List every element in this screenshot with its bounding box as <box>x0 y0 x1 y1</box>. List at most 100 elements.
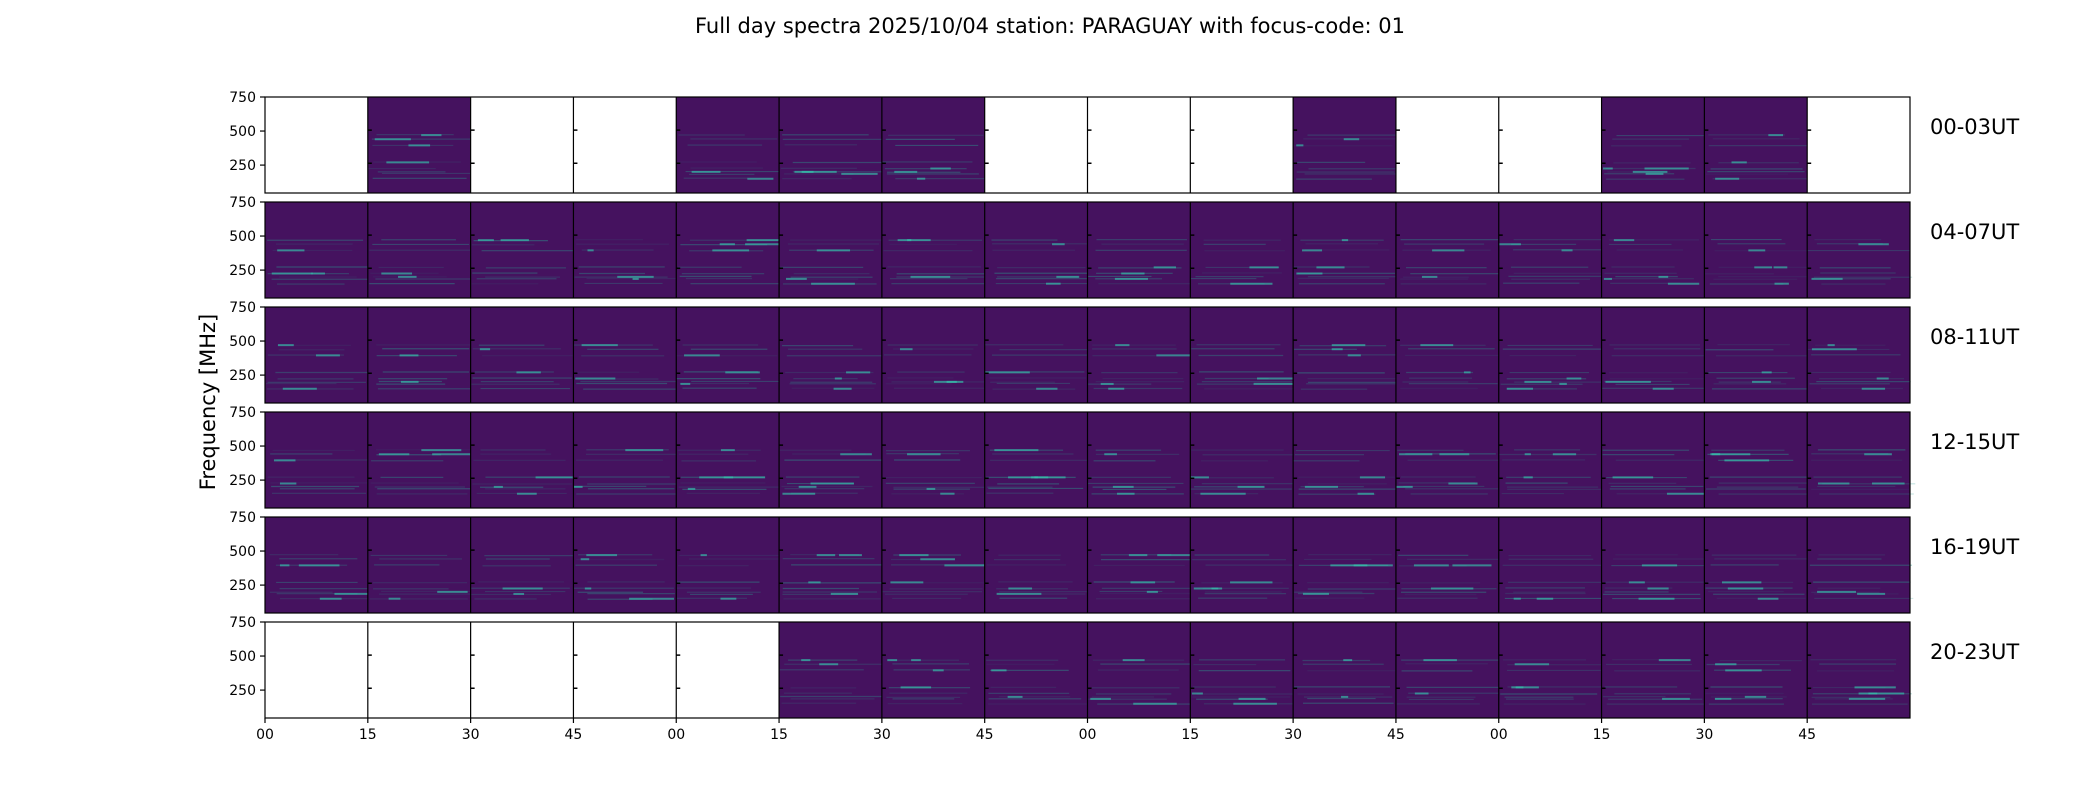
spectrum-cell <box>1189 412 1304 508</box>
row-frame <box>264 411 1911 509</box>
y-tick-label: 250 <box>229 578 256 594</box>
spectrum-cell <box>1600 412 1717 508</box>
y-tick-label: 250 <box>229 263 256 279</box>
spectrum-cell <box>470 517 577 613</box>
empty-block <box>1498 97 1602 193</box>
spectrum-cell <box>675 412 781 508</box>
spectrum-cell <box>1498 307 1605 403</box>
x-tick-label: 45 <box>976 727 994 743</box>
spectrum-cell <box>1600 307 1713 403</box>
row-frame <box>264 201 1911 299</box>
spectrum-cell <box>1086 412 1191 508</box>
row-12-15UT: 750 500 250 12-15UT <box>229 405 2019 509</box>
spectrum-cell <box>1806 412 1916 508</box>
spectrum-block <box>1190 517 1294 613</box>
row-label: 04-07UT <box>1930 220 2019 244</box>
spectrum-cell <box>1498 622 1609 718</box>
spectrum-block <box>984 202 1088 298</box>
spectrum-cell <box>1806 202 1913 298</box>
spectrum-cell <box>470 97 574 193</box>
spectrum-block <box>1498 517 1602 613</box>
row-label: 20-23UT <box>1930 640 2019 664</box>
spectrum-cell <box>1703 517 1813 613</box>
spectrum-cell <box>1806 622 1912 718</box>
spectrum-block <box>1807 412 1910 508</box>
spectrum-cell <box>367 307 476 403</box>
spectrum-cell <box>572 517 677 613</box>
spectrum-cell <box>367 97 479 193</box>
spectrum-cell <box>1189 307 1303 403</box>
spectrum-block <box>881 307 985 403</box>
y-tick-label: 250 <box>229 368 256 384</box>
y-tick-label: 250 <box>229 683 256 699</box>
empty-block <box>1395 97 1499 193</box>
spectrum-cell <box>265 97 368 193</box>
y-tick-label: 250 <box>229 473 256 489</box>
spectrum-block <box>676 97 780 193</box>
spectrum-block <box>470 202 574 298</box>
spectrum-block <box>573 412 677 508</box>
spectrum-block <box>1395 412 1499 508</box>
spectrum-cell <box>265 622 368 718</box>
row-08-11UT: 750 500 250 08-11UT <box>229 300 2019 404</box>
spectrum-block <box>881 97 985 193</box>
spectrum-block <box>470 517 574 613</box>
x-tick-label: 30 <box>1695 727 1713 743</box>
spectrum-cell <box>572 622 677 718</box>
x-axis: 00 15 30 45 00 15 30 45 00 15 30 45 00 15 30 45 <box>256 718 1816 743</box>
empty-block <box>1190 97 1294 193</box>
spectrum-cell <box>265 517 383 613</box>
spectrum-cell <box>1498 412 1606 508</box>
spectrum-cell <box>572 97 677 193</box>
y-tick-label: 500 <box>229 334 256 350</box>
x-tick-label: 15 <box>770 727 788 743</box>
spectrum-block <box>367 307 471 403</box>
spectrum-cell <box>572 307 679 403</box>
spectrum-cell <box>1292 622 1409 718</box>
y-tick-label: 250 <box>229 158 256 174</box>
spectrum-block <box>1190 307 1294 403</box>
spectrum-cell <box>470 622 574 718</box>
spectrum-cell <box>1395 202 1510 298</box>
spectrum-cell <box>265 307 368 403</box>
spectrum-block <box>1293 97 1396 193</box>
spectrum-cell <box>1395 97 1499 193</box>
x-tick-label: 45 <box>565 727 583 743</box>
spectrum-block <box>573 517 677 613</box>
spectrum-cell <box>1600 517 1707 613</box>
spectrum-cell <box>470 412 576 508</box>
spectrum-cell <box>984 412 1093 508</box>
spectrum-block <box>1190 412 1294 508</box>
spectrum-cell <box>984 622 1091 718</box>
spectrum-block <box>367 412 471 508</box>
spectrum-cell <box>1498 97 1602 193</box>
empty-block <box>470 97 574 193</box>
row-label: 00-03UT <box>1930 115 2019 139</box>
spectrum-block <box>1498 622 1602 718</box>
spectrum-cell <box>984 202 1099 298</box>
empty-block <box>573 97 677 193</box>
y-tick-label: 500 <box>229 649 256 665</box>
spectrum-block <box>1498 412 1602 508</box>
spectrum-block <box>470 412 574 508</box>
spectrum-block <box>881 202 985 298</box>
spectrum-block <box>1293 412 1396 508</box>
spectrum-cell <box>1806 97 1910 193</box>
spectrum-cell <box>1189 202 1294 298</box>
chart-title: Full day spectra 2025/10/04 station: PAR… <box>695 14 1405 38</box>
empty-block <box>676 622 780 718</box>
spectrum-block <box>1601 202 1705 298</box>
spectrum-block <box>367 202 471 298</box>
spectrum-cell <box>367 412 476 508</box>
spectrum-cell <box>881 412 995 508</box>
spectrum-cell <box>1806 307 1911 403</box>
spectrum-cell <box>778 622 887 718</box>
row-00-03UT: 750 500 250 00-03UT <box>229 90 2019 194</box>
spectrum-cell <box>1086 97 1191 193</box>
spectrum-block <box>1087 202 1191 298</box>
spectrum-block <box>367 517 471 613</box>
spectrum-cell <box>984 97 1088 193</box>
spectrum-cell <box>1292 202 1401 298</box>
spectrum-cell <box>675 307 791 403</box>
spectrum-cell <box>675 517 790 613</box>
